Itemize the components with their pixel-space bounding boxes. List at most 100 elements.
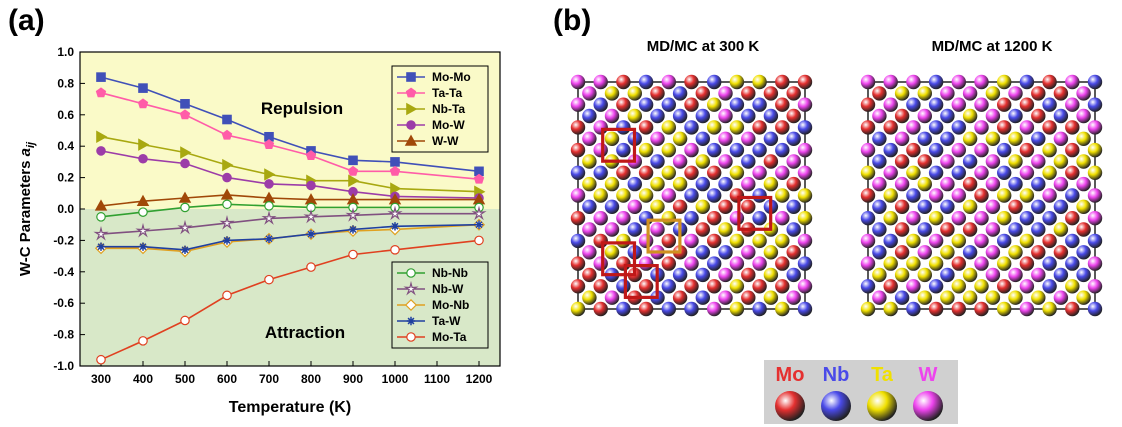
point-nb-ta (138, 138, 150, 151)
atom (1053, 86, 1069, 101)
y-tick-label: -0.8 (53, 328, 74, 342)
atom (741, 108, 756, 124)
atom (672, 108, 688, 124)
atom (775, 211, 790, 226)
atom (729, 120, 745, 135)
atom (661, 142, 676, 158)
atom (775, 120, 790, 135)
atom (661, 165, 676, 180)
atom (741, 199, 756, 214)
atom (752, 256, 767, 271)
atom (718, 176, 733, 192)
atom (627, 199, 642, 214)
panel-a-label: (a) (8, 4, 45, 37)
atom (582, 154, 597, 169)
point-ta-w (96, 242, 106, 251)
atom (1087, 142, 1103, 158)
atom (906, 211, 921, 226)
atom (928, 97, 944, 112)
atom (672, 86, 688, 101)
atom (985, 290, 1001, 305)
atom (1087, 97, 1103, 112)
atom (985, 108, 1001, 124)
atom (1087, 74, 1103, 90)
y-tick-label: 0.2 (57, 171, 74, 185)
atom (1053, 222, 1069, 237)
atom (1019, 120, 1035, 135)
atom (604, 108, 620, 124)
atom (1042, 279, 1057, 294)
mo-sphere (775, 391, 805, 421)
atom (650, 199, 665, 214)
legend-marker-ta-w (406, 316, 416, 326)
point-ta-ta (221, 129, 233, 140)
atom (906, 233, 921, 249)
atom (672, 176, 688, 192)
atom (797, 301, 813, 317)
point-mo-mo (348, 155, 358, 166)
x-tick-label: 400 (133, 372, 153, 386)
atom (985, 222, 1001, 237)
atom (638, 142, 654, 158)
atom (940, 176, 955, 192)
atom (752, 279, 767, 294)
atom (638, 301, 654, 317)
atom (729, 211, 745, 226)
atom (917, 154, 932, 169)
atom (570, 256, 586, 271)
x-tick-label: 500 (175, 372, 195, 386)
atom (570, 279, 586, 294)
atom (940, 290, 955, 305)
atom (906, 142, 921, 158)
atom (997, 211, 1012, 226)
atom (672, 131, 688, 146)
atom (1076, 176, 1091, 192)
cluster-highlight (601, 127, 637, 163)
point-mo-ta (138, 336, 148, 346)
atom (997, 301, 1012, 317)
atom (786, 267, 801, 283)
point-ta-ta (473, 173, 485, 184)
atom (1031, 222, 1046, 237)
cluster-highlight (646, 218, 682, 254)
atom (860, 188, 876, 203)
atom (1076, 199, 1091, 214)
atom (997, 256, 1012, 271)
atom (775, 74, 790, 90)
atom (974, 165, 989, 180)
atom (1042, 256, 1057, 271)
legend-marker-w-w (404, 134, 418, 146)
atom (616, 256, 631, 271)
atom (684, 211, 699, 226)
atom (661, 188, 676, 203)
atom (883, 188, 898, 203)
atom (695, 267, 710, 283)
atom (695, 176, 710, 192)
atom (1053, 176, 1069, 192)
point-nb-w (135, 222, 151, 238)
atom (638, 97, 654, 112)
atom (894, 222, 910, 237)
atom (672, 199, 688, 214)
legend-marker-ta-ta (405, 87, 417, 98)
atom (1065, 165, 1080, 180)
atom (883, 211, 898, 226)
atom (894, 199, 910, 214)
x-tick-label: 900 (343, 372, 363, 386)
atom (661, 211, 676, 226)
atom (718, 222, 733, 237)
atom (940, 108, 955, 124)
series-ta-ta (95, 87, 485, 184)
atom (1042, 188, 1057, 203)
atom (661, 301, 676, 317)
annotation-attraction: Attraction (265, 323, 345, 342)
atom (1076, 290, 1091, 305)
atom (974, 97, 989, 112)
legend-label-mo-mo: Mo-Mo (432, 70, 471, 84)
atom (872, 267, 887, 283)
point-nb-nb (264, 201, 274, 211)
atom (985, 176, 1001, 192)
atom (650, 154, 665, 169)
point-ta-w (264, 234, 274, 244)
atom (906, 97, 921, 112)
